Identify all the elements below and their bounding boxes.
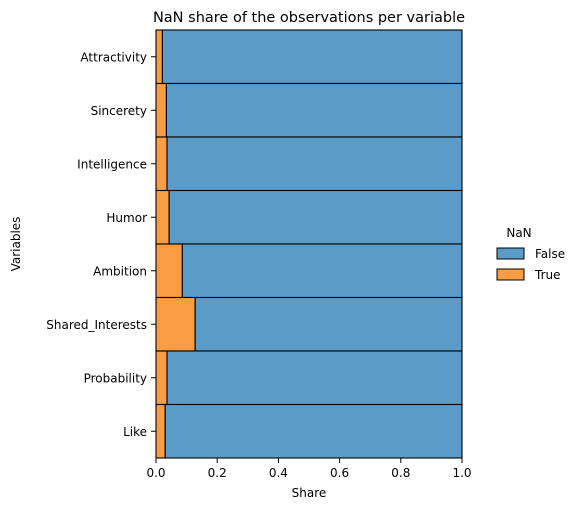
legend-swatch-true bbox=[496, 268, 525, 281]
bar-intelligence-true bbox=[155, 136, 168, 192]
bar-like-true bbox=[155, 403, 166, 459]
y-axis: Attractivity Sincerety Intelligence Humor Am… bbox=[46, 30, 157, 458]
chart-title: NaN share of the observations per variab… bbox=[153, 10, 465, 26]
bar-attractivity-true bbox=[155, 29, 163, 85]
bar-intelligence-false bbox=[166, 136, 463, 192]
y-tick-label: Ambition bbox=[93, 264, 147, 278]
bar-sincerety-true bbox=[155, 82, 167, 138]
y-tick-label: Like bbox=[123, 425, 147, 439]
legend-title: NaN bbox=[506, 226, 531, 240]
x-tick-label: 0.4 bbox=[269, 466, 288, 480]
bar-ambition-false bbox=[181, 243, 463, 299]
x-axis: 0.0 0.2 0.4 0.6 0.8 1.0 bbox=[146, 457, 472, 480]
bar-humor-false bbox=[168, 189, 463, 245]
legend-label-false: False bbox=[535, 247, 565, 261]
y-tick-label: Probability bbox=[84, 371, 147, 385]
x-tick-label: 1.0 bbox=[452, 466, 471, 480]
bar-probability-true bbox=[155, 350, 168, 406]
bars-group bbox=[155, 29, 463, 459]
y-tick-label: Humor bbox=[106, 211, 147, 225]
x-tick-label: 0.8 bbox=[391, 466, 410, 480]
bar-probability-false bbox=[166, 350, 463, 406]
y-tick-label: Attractivity bbox=[80, 50, 147, 64]
y-tick-label: Sincerety bbox=[91, 104, 147, 118]
x-tick-label: 0.6 bbox=[330, 466, 349, 480]
y-tick-label: Intelligence bbox=[77, 157, 147, 171]
x-tick-label: 0.2 bbox=[208, 466, 227, 480]
bar-like-false bbox=[164, 403, 463, 459]
legend-swatch-false bbox=[496, 247, 525, 260]
y-tick-label: Shared_Interests bbox=[46, 318, 147, 332]
bar-ambition-true bbox=[155, 243, 183, 299]
bar-attractivity-false bbox=[161, 29, 463, 85]
bar-shared-interests-false bbox=[194, 296, 463, 352]
bar-shared-interests-true bbox=[155, 296, 196, 352]
x-tick-label: 0.0 bbox=[146, 466, 165, 480]
bar-sincerety-false bbox=[165, 82, 463, 138]
bar-humor-true bbox=[155, 189, 170, 245]
y-axis-label: Variables bbox=[9, 217, 23, 272]
x-axis-label: Share bbox=[292, 486, 327, 500]
legend-label-true: True bbox=[534, 268, 561, 282]
legend: NaN False True bbox=[496, 226, 565, 282]
